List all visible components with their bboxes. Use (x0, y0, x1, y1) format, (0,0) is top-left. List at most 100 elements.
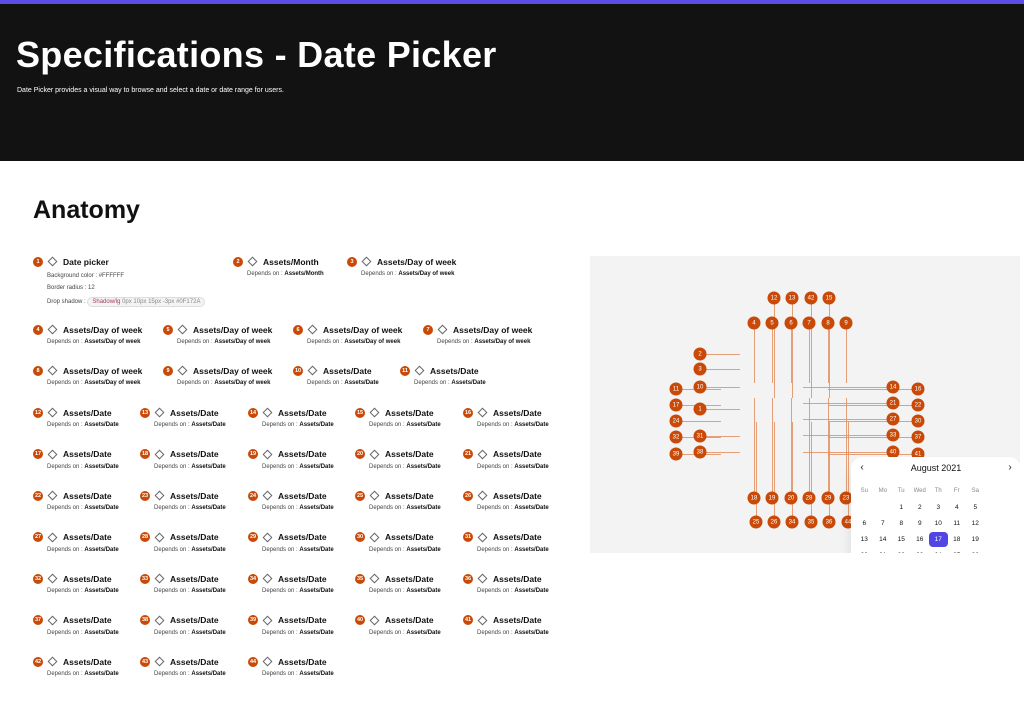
date-cell[interactable]: 21 (874, 552, 893, 554)
component-icon (369, 573, 380, 584)
depends-value: Assets/Date (406, 546, 441, 553)
depends-value: Assets/Date (406, 588, 441, 594)
anatomy-marker: 13 (785, 291, 799, 305)
component-icon (477, 532, 488, 542)
date-cell[interactable]: 10 (934, 519, 942, 527)
date-cell[interactable]: 11 (953, 519, 961, 527)
depends-label: Depends on : (262, 588, 298, 594)
date-cell[interactable]: 9 (917, 519, 922, 527)
item-title: Assets/Date (63, 407, 112, 418)
item-title: Assets/Date (385, 449, 434, 459)
item-title: Assets/Day of week (193, 365, 273, 376)
component-icon (177, 324, 188, 335)
date-cell[interactable]: 18 (953, 535, 961, 543)
depends-value: Assets/Date (406, 505, 441, 511)
date-cell[interactable]: 14 (879, 535, 887, 543)
chevron-right-icon[interactable]: › (1008, 462, 1012, 473)
item-title: Assets/Date (170, 407, 219, 418)
leader-line (803, 419, 893, 420)
date-cell[interactable]: 22 (892, 552, 911, 554)
component-icon (262, 532, 273, 542)
anatomy-marker: 23 (839, 491, 853, 505)
anatomy-item: 34 Assets/Date Depends on : Assets/Date (248, 573, 334, 594)
number-badge: 30 (355, 532, 365, 542)
anatomy-item: 9 Assets/Day of week Depends on : Assets/D… (163, 365, 272, 386)
date-cell[interactable]: 8 (899, 519, 904, 527)
component-icon (177, 365, 188, 376)
anatomy-marker: 22 (911, 398, 925, 412)
depends-label: Depends on : (154, 629, 190, 636)
depends-value: Assets/Day of week (84, 339, 141, 345)
date-cell[interactable]: 23 (911, 552, 930, 554)
anatomy-marker: 3 (693, 362, 707, 376)
depends-value: Assets/Date (514, 546, 549, 553)
weekday-label: Tu (897, 488, 905, 494)
date-cell[interactable]: 25 (948, 552, 967, 554)
anatomy-item: 18 Assets/Date Depends on : Assets/Date (140, 449, 226, 470)
anatomy-marker: 39 (669, 447, 683, 461)
leader-line (828, 389, 918, 390)
depends-value: Assets/Date (299, 588, 334, 594)
depends-label: Depends on : (47, 463, 83, 470)
page-header: Specifications - Date Picker Date Picker… (0, 4, 1024, 161)
depends-on: Depends on : Assets/Date (248, 588, 334, 594)
depends-on: Depends on : Assets/Date (140, 671, 226, 677)
date-cell[interactable]: 6 (862, 519, 867, 527)
anatomy-item: 36 Assets/Date Depends on : Assets/Date (463, 573, 549, 594)
date-picker: ‹ August 2021 › Su Mo Tu Wed Th Fr Sa 1 2 3 4 5 6 7 8 9… (851, 457, 1020, 553)
weekday-label: Th (934, 488, 942, 494)
depends-on: Depends on : Assets/Day of week (163, 339, 272, 345)
depends-on: Depends on : Assets/Date (33, 588, 119, 594)
date-cell[interactable]: 20 (855, 552, 874, 554)
date-cell[interactable]: 7 (880, 519, 885, 527)
date-cell[interactable]: 3 (936, 503, 941, 511)
depends-label: Depends on : (361, 271, 397, 277)
depends-value: Assets/Date (344, 380, 379, 386)
anatomy-item: 24 Assets/Date Depends on : Assets/Date (248, 490, 334, 511)
depends-value: Assets/Date (299, 629, 334, 636)
date-cell[interactable]: 4 (954, 503, 959, 511)
anatomy-marker: 17 (669, 398, 683, 412)
date-cell[interactable]: 24 (929, 552, 948, 554)
weekday-label: Su (860, 488, 868, 494)
leader-line (811, 298, 812, 398)
anatomy-item: 19 Assets/Date Depends on : Assets/Date (248, 449, 334, 470)
depends-label: Depends on : (307, 380, 343, 386)
item-title: Assets/Date (170, 573, 219, 584)
date-cell[interactable]: 26 (966, 552, 985, 554)
depends-label: Depends on : (47, 380, 83, 386)
item-title: Assets/Date (63, 532, 112, 542)
depends-label: Depends on : (477, 463, 513, 470)
number-badge: 22 (33, 490, 43, 501)
date-cell[interactable]: 19 (971, 535, 979, 543)
anatomy-marker: 30 (911, 414, 925, 428)
depends-on: Depends on : Assets/Date (463, 588, 549, 594)
selected-date[interactable]: 17 (929, 531, 948, 547)
anatomy-marker: 26 (767, 515, 781, 529)
date-cell[interactable]: 2 (917, 503, 922, 511)
leader-line (754, 398, 755, 498)
item-title: Assets/Date (278, 573, 327, 584)
component-icon (477, 615, 488, 625)
anatomy-item: 26 Assets/Date Depends on : Assets/Date (463, 490, 549, 511)
date-cell[interactable]: 13 (860, 535, 868, 543)
component-icon (154, 573, 165, 584)
depends-value: Assets/Date (191, 505, 226, 511)
number-badge: 6 (293, 324, 303, 335)
chevron-left-icon[interactable]: ‹ (860, 462, 864, 473)
number-badge: 17 (33, 449, 43, 459)
date-cell[interactable]: 5 (973, 503, 978, 511)
date-cell[interactable]: 15 (897, 535, 905, 543)
anatomy-marker: 38 (693, 445, 707, 459)
date-cell[interactable]: 16 (916, 535, 924, 543)
component-icon (47, 532, 58, 542)
depends-on: Depends on : Assets/Date (140, 505, 226, 511)
number-badge: 14 (248, 407, 258, 418)
accent-bar (0, 0, 1024, 4)
depends-label: Depends on : (369, 505, 405, 511)
date-cell[interactable]: 1 (899, 503, 904, 511)
date-cell[interactable]: 12 (971, 519, 979, 527)
leader-line (792, 422, 793, 522)
depends-value: Assets/Date (191, 629, 226, 636)
depends-label: Depends on : (47, 505, 83, 511)
